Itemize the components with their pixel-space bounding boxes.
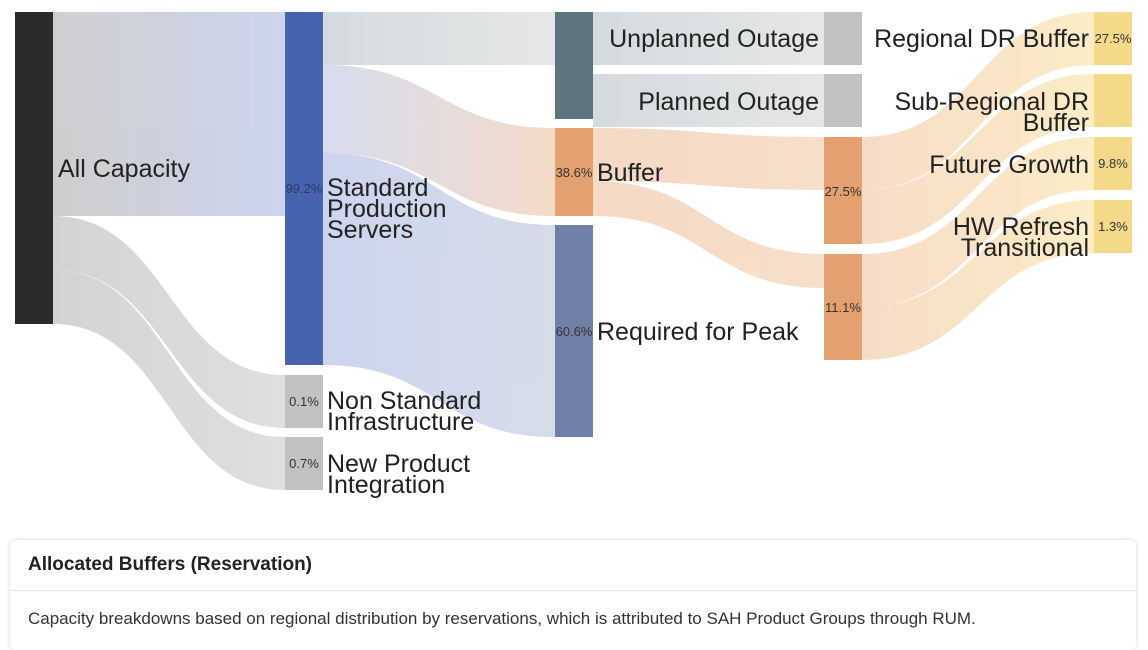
label-all-capacity: All Capacity bbox=[58, 155, 190, 183]
card-description: Capacity breakdowns based on regional di… bbox=[28, 609, 976, 628]
pct-buffer-a: 27.5% bbox=[825, 184, 862, 199]
link-all-to-non-standard bbox=[53, 216, 285, 428]
label-hw-refresh-line: HW Refresh bbox=[953, 213, 1089, 241]
node-new-product[interactable] bbox=[285, 437, 323, 490]
label-sub-regional-dr-line: Sub-Regional DR bbox=[894, 88, 1089, 116]
sankey-diagram: 99.2% 0.1% 0.7% 38.6% 60.6% 27.5% 11.1% … bbox=[15, 12, 1132, 499]
node-non-standard[interactable] bbox=[285, 375, 323, 428]
node-standard-production[interactable] bbox=[285, 12, 323, 365]
node-buffer[interactable] bbox=[555, 128, 593, 216]
label-regional-dr: Regional DR Buffer bbox=[874, 25, 1089, 53]
pct-required-peak: 60.6% bbox=[556, 324, 593, 339]
label-non-standard-line: Infrastructure bbox=[327, 408, 474, 436]
label-future-growth: Future Growth bbox=[929, 151, 1089, 179]
link-standard-to-required bbox=[323, 153, 555, 437]
link-buffer-to-b bbox=[593, 181, 824, 288]
node-all-capacity[interactable] bbox=[15, 12, 53, 324]
label-sub-regional-dr: Sub-Regional DR Buffer bbox=[894, 88, 1089, 137]
pct-buffer-b: 11.1% bbox=[825, 300, 861, 315]
link-standard-to-outages bbox=[323, 12, 555, 65]
pct-non-standard: 0.1% bbox=[289, 394, 319, 409]
link-standard-to-buffer bbox=[323, 65, 555, 216]
label-standard-production-line: Servers bbox=[327, 216, 413, 244]
info-card: Allocated Buffers (Reservation) Capacity… bbox=[10, 540, 1136, 650]
label-new-product-line: New Product bbox=[327, 450, 470, 478]
link-a-to-regional-dr bbox=[862, 12, 1094, 190]
link-b-to-hw-refresh bbox=[862, 200, 1094, 360]
label-new-product: New Product Integration bbox=[327, 450, 470, 499]
pct-future-growth: 9.8% bbox=[1098, 156, 1128, 171]
node-regional-dr[interactable] bbox=[1094, 12, 1132, 65]
label-sub-regional-dr-line: Buffer bbox=[1023, 109, 1089, 137]
pct-buffer: 38.6% bbox=[556, 165, 593, 180]
node-future-growth[interactable] bbox=[1094, 137, 1132, 190]
node-hw-refresh[interactable] bbox=[1094, 200, 1132, 253]
label-hw-refresh-line: Transitional bbox=[961, 234, 1089, 262]
node-required-peak[interactable] bbox=[555, 225, 593, 437]
node-sub-regional-dr[interactable] bbox=[1094, 74, 1132, 127]
node-buffer-b[interactable] bbox=[824, 254, 862, 360]
card-divider bbox=[10, 590, 1136, 591]
label-buffer: Buffer bbox=[597, 159, 663, 187]
pct-new-product: 0.7% bbox=[289, 456, 319, 471]
node-planned-box[interactable] bbox=[824, 74, 862, 127]
label-planned-outage: Planned Outage bbox=[638, 88, 819, 116]
link-all-to-standard bbox=[53, 12, 285, 216]
link-planned-to-box bbox=[593, 74, 824, 127]
node-outages[interactable] bbox=[555, 12, 593, 119]
node-buffer-a[interactable] bbox=[824, 137, 862, 244]
pct-hw-refresh: 1.3% bbox=[1098, 219, 1128, 234]
link-all-to-new-product bbox=[53, 270, 285, 490]
link-unplanned-to-box bbox=[593, 12, 824, 65]
card-title: Allocated Buffers (Reservation) bbox=[28, 554, 313, 575]
label-unplanned-outage: Unplanned Outage bbox=[609, 25, 819, 53]
link-a-to-sub-regional bbox=[862, 74, 1094, 244]
pct-regional-dr: 27.5% bbox=[1095, 31, 1132, 46]
node-unplanned-box[interactable] bbox=[824, 12, 862, 65]
label-required-peak: Required for Peak bbox=[597, 318, 799, 346]
label-non-standard-line: Non Standard bbox=[327, 387, 481, 415]
label-hw-refresh: HW Refresh Transitional bbox=[953, 213, 1089, 262]
label-standard-production-line: Production bbox=[327, 195, 447, 223]
label-standard-production-line: Standard bbox=[327, 174, 428, 202]
label-standard-production: Standard Production Servers bbox=[327, 174, 447, 244]
link-b-to-future-growth bbox=[862, 137, 1094, 307]
label-new-product-line: Integration bbox=[327, 471, 445, 499]
pct-standard-production: 99.2% bbox=[286, 181, 323, 196]
link-buffer-to-a bbox=[593, 128, 824, 190]
label-non-standard: Non Standard Infrastructure bbox=[327, 387, 481, 436]
